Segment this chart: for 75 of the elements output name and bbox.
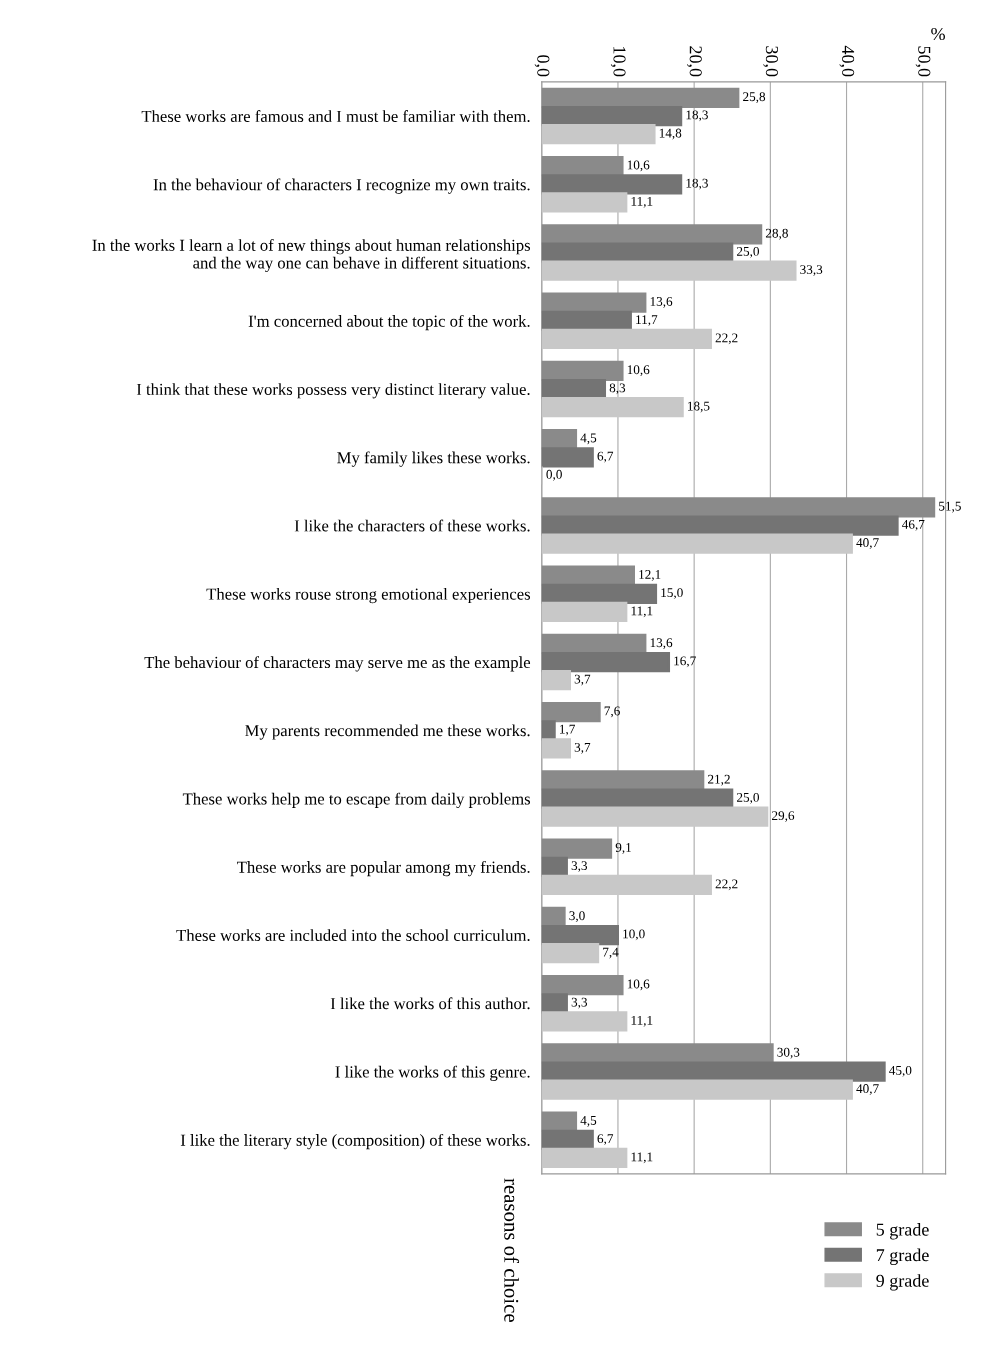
y-tick-label: These works rouse strong emotional experiences: [206, 587, 531, 604]
legend-label: 7 grade: [876, 1248, 929, 1266]
legend-label: 9 grade: [876, 1274, 929, 1291]
data-label: 18,5: [688, 401, 710, 413]
x-tick-label: 50,0: [915, 46, 931, 77]
x-tick-label: 10,0: [610, 47, 626, 77]
data-label: 11,7: [636, 315, 658, 326]
data-label: 10,6: [627, 979, 650, 991]
data-label: 3,3: [571, 861, 588, 872]
data-label: 3,3: [571, 997, 588, 1009]
data-label: 18,3: [686, 178, 708, 190]
data-label: 11,1: [631, 1152, 653, 1164]
data-label: 4,5: [580, 1116, 597, 1127]
data-label: 6,7: [597, 1134, 614, 1145]
y-tick-label: My parents recommended me these works.: [245, 724, 530, 740]
data-label: 29,6: [772, 811, 795, 822]
y-tick-label: The behaviour of characters may serve me as the example: [144, 656, 531, 672]
data-label: 45,0: [889, 1065, 912, 1077]
y-tick-label: I like the works of this author.: [330, 997, 530, 1010]
data-label: 7,6: [604, 706, 620, 718]
data-label: 15,0: [661, 588, 683, 599]
data-label: 40,7: [856, 1084, 879, 1095]
data-label: 10,6: [627, 160, 650, 172]
data-label: 7,4: [603, 947, 619, 959]
x-axis-title: %: [931, 27, 945, 41]
y-tick-label: I like the literary style (composition) of these works.: [180, 1133, 530, 1150]
data-label: 28,8: [765, 228, 788, 240]
data-label: 8,3: [609, 383, 626, 395]
x-tick-label: 40,0: [839, 45, 855, 77]
y-tick-label: These works are included into the school curriculum.: [176, 929, 530, 942]
y-tick-label: I think that these works possess very distinct literary value.: [136, 383, 530, 399]
data-label: 1,7: [560, 724, 575, 736]
data-label: 3,7: [574, 742, 591, 754]
data-label: 3,7: [574, 674, 591, 686]
data-label: 13,6: [650, 638, 673, 650]
y-tick-label: In the works I learn a lot of new things about human relationships and the way one can behave in different situations.: [92, 238, 531, 272]
data-label: 25,8: [743, 92, 766, 104]
legend-label: 5 grade: [876, 1223, 929, 1240]
data-label: 13,6: [650, 297, 673, 308]
data-label: 14,8: [659, 128, 682, 140]
data-label: 12,1: [639, 570, 661, 581]
x-tick-label: 20,0: [687, 46, 702, 77]
data-label: 11,1: [631, 606, 653, 618]
data-label: 25,0: [736, 792, 759, 804]
data-label: 9,1: [615, 843, 631, 854]
data-label: 18,3: [686, 110, 708, 122]
y-tick-label: These works are famous and I must be familiar with them.: [141, 110, 530, 123]
data-label: 51,5: [939, 501, 961, 513]
data-label: 10,0: [623, 929, 645, 941]
data-label: 22,2: [715, 333, 738, 345]
data-label: 3,0: [569, 911, 585, 923]
y-tick-label: In the behaviour of characters I recognize my own traits.: [153, 178, 530, 194]
data-label: 11,1: [631, 196, 653, 208]
data-label: 16,7: [674, 656, 696, 668]
data-label: 33,3: [800, 265, 823, 276]
data-label: 30,3: [777, 1047, 800, 1059]
data-label: 6,7: [597, 451, 614, 463]
y-axis-title: reasons of choice: [504, 1178, 520, 1322]
data-label: 21,2: [708, 774, 730, 786]
x-tick-label: 30,0: [763, 46, 779, 77]
data-label: 46,7: [902, 519, 925, 531]
data-label: 11,1: [631, 1015, 653, 1027]
data-label: 25,0: [736, 246, 759, 258]
y-tick-label: I like the characters of these works.: [294, 519, 530, 532]
y-tick-label: I like the works of this genre.: [335, 1065, 530, 1081]
y-tick-label: My family likes these works.: [337, 451, 530, 467]
y-tick-label: These works are popular among my friends.: [237, 860, 530, 877]
x-tick-label: 0,0: [534, 55, 550, 77]
data-label: 22,2: [715, 879, 738, 891]
data-label: 10,6: [627, 365, 650, 377]
data-label: 0,0: [546, 469, 562, 481]
data-label: 40,7: [856, 538, 879, 549]
y-tick-label: I'm concerned about the topic of the work.: [248, 314, 530, 331]
y-tick-label: These works help me to escape from daily problems: [182, 792, 531, 808]
data-label: 4,5: [580, 433, 597, 445]
